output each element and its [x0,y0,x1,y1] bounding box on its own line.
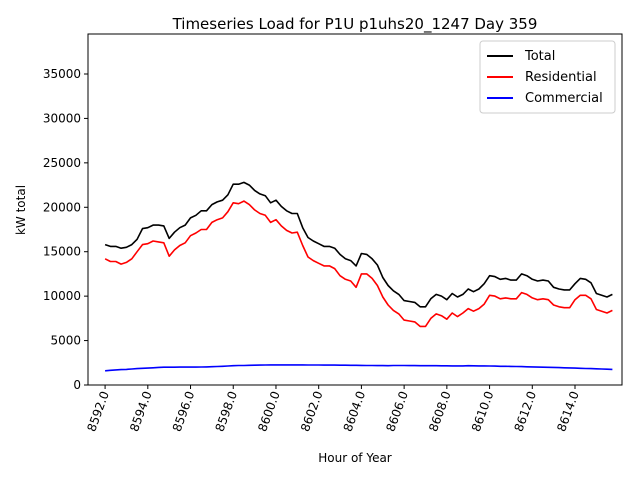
y-tick-label: 20000 [43,200,81,214]
legend-label-residential: Residential [525,70,597,85]
y-tick-label: 0 [73,378,81,392]
y-tick-label: 30000 [43,111,81,125]
y-tick-label: 15000 [43,245,81,259]
y-axis-label: kW total [14,185,28,235]
legend-label-commercial: Commercial [525,91,603,106]
legend-entries: Total Residential Commercial [487,49,603,106]
y-tick-label: 10000 [43,289,81,303]
series-lines [104,181,613,372]
series-line-commercial [105,364,613,372]
chart-title: Timeseries Load for P1U p1uhs20_1247 Day… [172,15,538,34]
legend-label-total: Total [524,49,555,64]
y-tick-label: 25000 [43,156,81,170]
y-axis: 0 5000 10000 15000 20000 25000 30000 35000 [43,67,88,392]
plot-frame [87,33,623,386]
legend: Total Residential Commercial [479,40,616,114]
series-line-total [104,181,613,308]
legend-box [479,40,616,114]
y-tick-label: 5000 [50,334,81,348]
y-tick-label: 35000 [43,67,81,81]
series-line-residential [104,200,613,328]
x-axis-label: Hour of Year [318,451,392,465]
